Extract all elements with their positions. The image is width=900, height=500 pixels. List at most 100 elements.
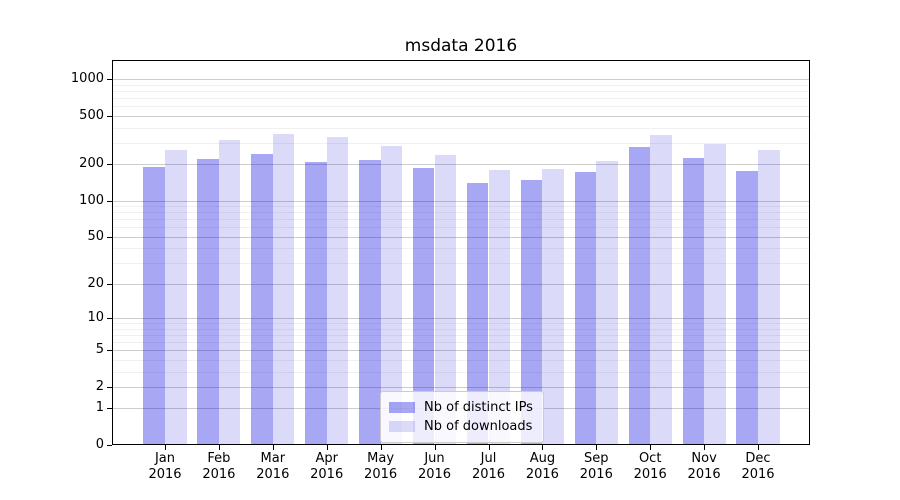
y-tick-label: 1 [95, 400, 104, 416]
bar-downloads [434, 154, 457, 445]
x-tick-mark [650, 445, 652, 450]
x-tick-mark [434, 445, 436, 450]
y-tick-label: 200 [79, 156, 104, 172]
bar-downloads [165, 149, 187, 445]
x-tick-month: Jan [154, 451, 176, 466]
bar-downloads [488, 169, 511, 445]
bar-downloads [272, 133, 295, 445]
x-tick-month: Oct [638, 451, 662, 466]
bar-distinct-ips [143, 166, 165, 445]
y-tick-mark [107, 408, 112, 410]
x-tick-year: 2016 [687, 467, 721, 482]
y-tick-mark [107, 79, 112, 80]
y-tick-mark [107, 350, 112, 352]
x-tick-year: 2016 [741, 467, 775, 482]
bar-downloads [704, 143, 726, 445]
bar-distinct-ips [466, 182, 489, 445]
y-gridline-major [112, 79, 810, 80]
x-tick-mark [272, 445, 274, 450]
legend-label-downloads: Nb of downloads [424, 419, 533, 434]
bar-distinct-ips [412, 167, 435, 445]
x-tick-label: Dec 2016 [726, 451, 790, 483]
y-tick-mark [107, 200, 112, 202]
y-tick-label: 20 [87, 275, 104, 291]
y-gridline-minor [112, 106, 810, 107]
y-tick-mark [107, 164, 112, 166]
legend-swatch-ips [389, 402, 415, 413]
x-tick-month: Apr [315, 451, 338, 466]
bar-downloads [758, 149, 780, 445]
y-tick-mark [107, 318, 112, 319]
bar-downloads [218, 139, 241, 445]
y-tick-label: 10 [87, 310, 104, 325]
x-tick-label: Jan 2016 [133, 451, 197, 483]
x-tick-year: 2016 [525, 467, 559, 482]
y-gridline-major [112, 115, 810, 117]
y-tick-label: 50 [87, 228, 104, 244]
y-tick-label: 0 [95, 437, 104, 452]
y-tick-label: 5 [95, 342, 104, 358]
x-tick-mark [758, 445, 759, 450]
x-tick-label: Oct 2016 [618, 451, 682, 483]
x-tick-mark [218, 445, 220, 450]
x-tick-mark [542, 445, 544, 450]
x-tick-year: 2016 [364, 467, 398, 482]
y-gridline-minor [112, 90, 810, 92]
x-tick-label: May 2016 [349, 451, 413, 483]
x-tick-label: Jun 2016 [403, 451, 467, 483]
y-tick-label: 500 [79, 107, 104, 123]
y-tick-label: 2 [95, 378, 104, 394]
x-tick-label: Nov 2016 [672, 451, 736, 483]
bar-distinct-ips [520, 179, 543, 445]
legend-swatch-downloads [389, 421, 415, 432]
y-gridline-minor [112, 97, 810, 99]
x-tick-mark [380, 445, 382, 450]
x-tick-mark [596, 445, 598, 450]
x-tick-label: Feb 2016 [187, 451, 251, 483]
chart-title: msdata 2016 [404, 36, 518, 56]
x-tick-label: Aug 2016 [510, 451, 574, 483]
x-tick-month: Mar [260, 451, 286, 466]
x-tick-label: Jul 2016 [457, 451, 521, 483]
x-tick-month: Feb [207, 451, 231, 466]
x-tick-mark [704, 445, 706, 450]
x-tick-year: 2016 [148, 467, 182, 482]
bar-downloads [380, 145, 403, 445]
legend: Nb of distinct IPs Nb of downloads [380, 391, 544, 443]
x-tick-month: May [367, 451, 395, 466]
bar-distinct-ips [682, 158, 705, 445]
x-tick-label: Apr 2016 [295, 451, 359, 483]
x-tick-month: Aug [529, 451, 556, 466]
x-tick-year: 2016 [417, 467, 452, 482]
y-tick-mark [107, 115, 112, 117]
x-tick-year: 2016 [202, 467, 236, 482]
legend-item-downloads: Nb of downloads [389, 417, 533, 436]
y-tick-label: 100 [79, 192, 104, 208]
x-tick-year: 2016 [471, 467, 506, 482]
x-tick-year: 2016 [579, 467, 613, 482]
bar-distinct-ips [574, 171, 597, 445]
x-tick-month: Nov [691, 451, 717, 466]
bar-downloads [326, 137, 349, 445]
x-tick-year: 2016 [310, 467, 344, 482]
bar-downloads [650, 134, 672, 445]
x-tick-mark [326, 445, 328, 450]
y-tick-label: 1000 [70, 71, 104, 86]
legend-item-distinct-ips: Nb of distinct IPs [389, 398, 533, 417]
x-tick-label: Mar 2016 [241, 451, 305, 483]
y-tick-mark [107, 445, 112, 446]
bar-downloads [596, 160, 618, 445]
y-tick-mark [107, 236, 112, 238]
bar-distinct-ips [197, 158, 219, 445]
x-tick-month: Dec [745, 451, 771, 466]
bar-distinct-ips [736, 170, 758, 445]
bar-distinct-ips [359, 159, 381, 445]
bar-distinct-ips [305, 161, 327, 445]
x-tick-label: Sep 2016 [564, 451, 628, 483]
x-tick-month: Jul [480, 451, 497, 466]
y-gridline-minor [112, 127, 810, 129]
legend-label-distinct-ips: Nb of distinct IPs [424, 400, 533, 415]
x-tick-year: 2016 [633, 467, 667, 482]
y-tick-mark [107, 283, 112, 285]
